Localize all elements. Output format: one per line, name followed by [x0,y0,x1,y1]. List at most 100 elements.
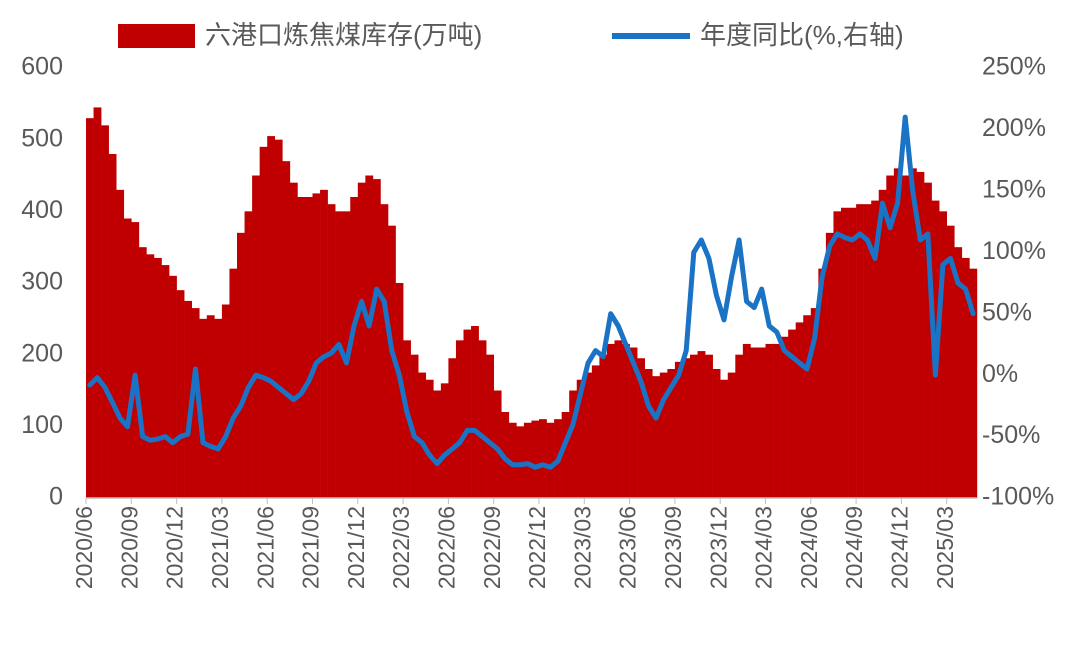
bar [108,154,117,498]
bar [690,354,698,498]
bar [576,379,585,498]
bar [946,225,955,498]
bar [365,175,374,498]
bar [312,193,321,498]
bar [289,182,298,498]
bar [606,343,615,498]
bar [878,189,887,499]
bar [410,354,419,498]
bar [282,161,291,498]
bar [440,383,449,498]
bar [591,365,600,498]
bar [508,422,517,498]
bar [561,412,570,498]
legend-swatch [118,24,195,48]
bar [93,107,102,499]
line [87,114,976,470]
y2-tick-label: 100% [982,237,1046,265]
bar [463,329,472,498]
bar [637,358,645,498]
bar [531,420,540,498]
bar [486,354,494,498]
legend-label: 年度同比(%,右轴) [700,20,904,50]
bar [908,168,917,499]
bar [961,257,970,498]
bar [380,204,389,498]
bar [320,189,328,499]
bar [841,207,849,498]
bar [614,340,623,498]
bar [229,268,238,498]
x-tick-label: 2021/12 [343,506,369,589]
bar [372,179,381,499]
y2-tick-label: 50% [982,298,1032,326]
bar [244,211,253,499]
bar [184,300,192,498]
bar [886,175,895,498]
bar [471,326,479,498]
bar [123,218,132,498]
bar [206,315,215,498]
y2-tick-label: 0% [982,360,1018,388]
bar [788,329,796,498]
bar [667,369,676,498]
bar [304,197,313,498]
bar [584,372,593,498]
bar [705,354,713,498]
bar [388,225,396,498]
bar [803,315,812,498]
bar [780,336,789,498]
x-tick-label: 2023/06 [615,506,641,589]
bar [221,304,230,498]
bar [478,340,487,498]
bar [418,372,427,498]
x-tick-label: 2023/09 [660,506,686,589]
bar [712,369,721,498]
bar [433,390,442,498]
bar [176,290,185,498]
y2-tick-label: 200% [982,114,1046,142]
x-tick-label: 2022/06 [433,506,459,589]
bar [856,204,864,498]
bar [357,182,366,498]
y-tick-label: 0 [49,483,63,511]
bar [523,422,532,498]
bar [546,422,555,498]
x-tick-label: 2024/03 [751,506,777,589]
bar [825,232,834,499]
bar [833,211,842,499]
bar [259,146,268,499]
bar [644,369,653,498]
x-tick-label: 2023/12 [705,506,731,589]
bar [742,343,751,498]
x-tick-label: 2022/12 [524,506,550,589]
bar [652,376,661,498]
bar [750,347,759,498]
bar [765,343,774,498]
x-tick-label: 2022/09 [479,506,505,589]
bar [629,347,638,498]
x-tick-label: 2025/03 [932,506,958,589]
legend-label: 六港口炼焦煤库存(万吨) [205,20,482,50]
x-tick-label: 2021/06 [252,506,278,589]
bar [599,354,608,498]
bar [161,265,170,498]
bar [350,197,359,498]
y2-tick-label: -50% [982,421,1040,449]
bar [153,257,162,498]
bar [116,189,125,499]
bar [131,222,140,499]
y2-tick-label: 250% [982,53,1046,81]
bar [539,419,547,498]
bar [659,372,668,498]
x-tick-label: 2024/09 [841,506,867,589]
x-tick-label: 2023/03 [569,506,595,589]
y-tick-label: 600 [21,53,63,81]
bar [335,211,343,499]
x-tick-label: 2020/06 [71,506,97,589]
bar [493,390,502,498]
bar [893,168,902,499]
bar [274,139,283,498]
bar [795,322,804,498]
bar [516,426,525,498]
